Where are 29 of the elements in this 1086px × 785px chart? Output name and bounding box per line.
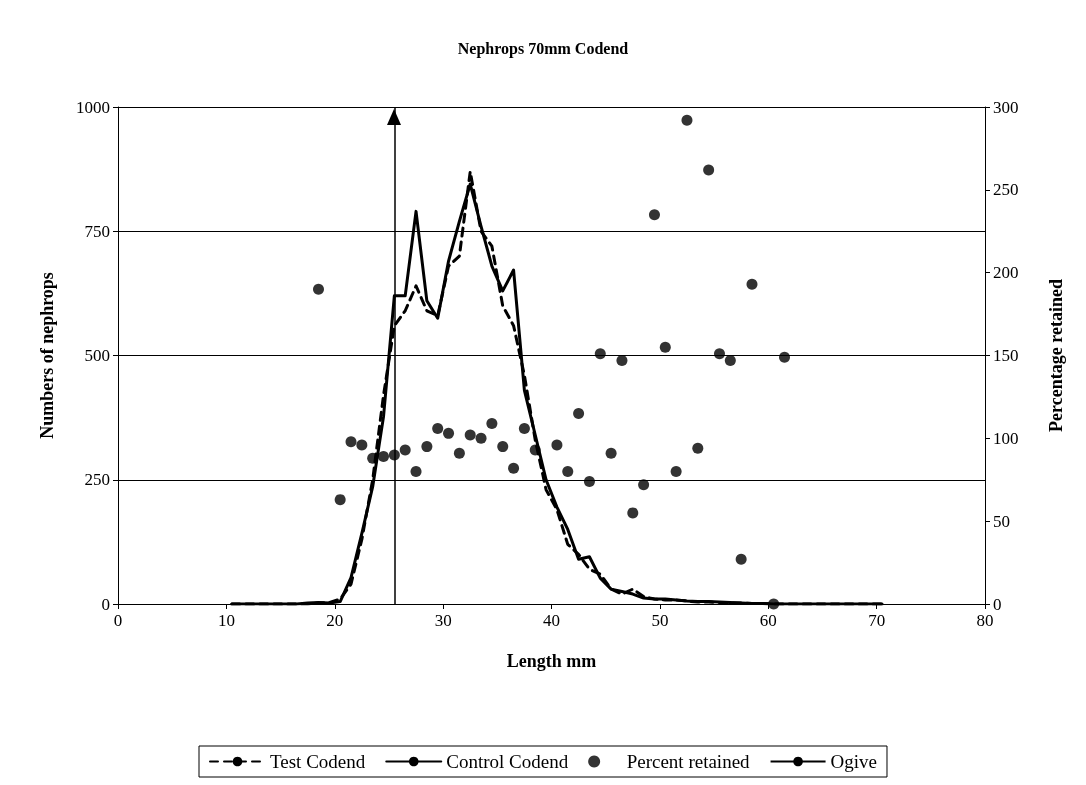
y2-tick-label: 0: [993, 594, 1002, 614]
y-tick-label: 0: [101, 594, 110, 614]
x-tick-label: 10: [217, 611, 235, 630]
legend-label: Ogive: [830, 751, 877, 772]
x-tick-label: 20: [326, 611, 344, 630]
y-axis-title: Numbers of nephrops: [37, 272, 57, 439]
x-axis-title: Length mm: [506, 651, 597, 671]
x-tick-label: 60: [759, 611, 777, 630]
y-tick-label: 250: [84, 470, 110, 490]
y-tick-label: 500: [84, 346, 110, 365]
y2-tick-label: 50: [993, 511, 1010, 531]
x-tick-label: 50: [651, 611, 669, 630]
y2-tick-label: 200: [993, 263, 1019, 283]
chart-title: Nephrops 70mm Codend: [457, 39, 629, 58]
x-tick-label: 70: [868, 611, 886, 630]
x-tick-label: 40: [543, 611, 560, 630]
legend-label: Test Codend: [270, 751, 366, 772]
x-tick-label: 30: [434, 611, 452, 630]
y-tick-label: 750: [84, 221, 110, 241]
y2-tick-label: 150: [993, 346, 1019, 365]
legend-label: Control Codend: [446, 751, 569, 772]
y2-tick-label: 300: [993, 97, 1019, 117]
legend-label: Percent retained: [626, 751, 751, 772]
y2-axis-title: Percentage retained: [1046, 279, 1066, 432]
x-tick-label: 0: [113, 611, 123, 630]
y-tick-label: 1000: [76, 97, 110, 117]
y2-tick-label: 100: [993, 428, 1019, 448]
x-tick-label: 80: [976, 611, 994, 630]
y2-tick-label: 250: [993, 180, 1019, 200]
